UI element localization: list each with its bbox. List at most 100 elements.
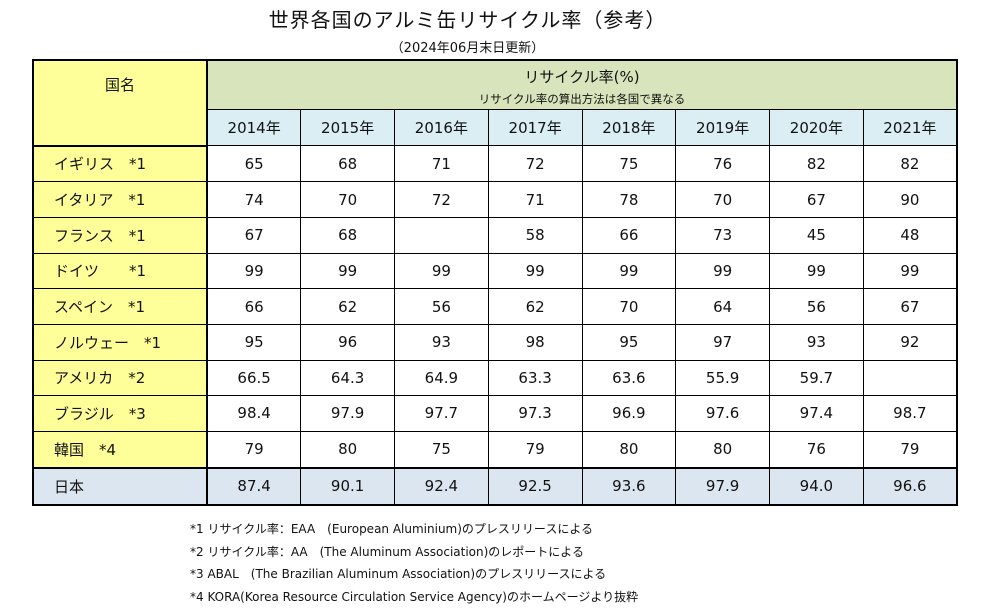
year-header-2021: 2021年 — [862, 109, 958, 146]
rate-value-cell: 97.9 — [300, 395, 395, 432]
rate-value-cell: 87.4 — [206, 466, 302, 507]
rate-value-cell: 95 — [581, 323, 677, 361]
rate-value-cell: 99 — [487, 252, 583, 290]
rate-value-cell: 74 — [206, 181, 302, 219]
rate-value-cell: 75 — [394, 430, 489, 469]
year-header-2020: 2020年 — [769, 109, 864, 146]
table-row: ドイツ *1 99 99 99 99 99 99 99 99 — [32, 252, 958, 290]
rate-value-cell: 99 — [769, 252, 864, 290]
rate-value-cell: 67 — [206, 217, 302, 254]
table-row: イタリア *1 74 70 72 71 78 70 67 90 — [32, 181, 958, 219]
rate-value-cell: 82 — [862, 144, 958, 183]
rate-value-cell: 78 — [581, 181, 677, 219]
rate-value-cell: 45 — [769, 217, 864, 254]
rate-value-cell: 68 — [300, 217, 395, 254]
rate-value-cell: 79 — [206, 430, 302, 469]
rate-value-cell: 93 — [394, 323, 489, 361]
rate-value-cell: 70 — [581, 288, 677, 325]
country-name: 日本 — [54, 477, 85, 496]
rate-value-cell: 93.6 — [581, 466, 677, 507]
footnote-1: *1 リサイクル率：EAA (European Aluminium)のプレスリリ… — [190, 522, 593, 536]
country-name: フランス *1 — [54, 226, 146, 245]
rate-value-cell: 99 — [862, 252, 958, 290]
rate-value-cell: 99 — [675, 252, 770, 290]
table-row: 日本 87.4 90.1 92.4 92.5 93.6 97.9 94.0 96.6 — [32, 466, 958, 507]
table-row: イギリス *1 65 68 71 72 75 76 82 82 — [32, 144, 958, 183]
rate-value-cell — [394, 217, 489, 254]
year-header-2016: 2016年 — [394, 109, 489, 146]
rate-value-cell: 67 — [769, 181, 864, 219]
rate-value-cell: 80 — [675, 430, 770, 469]
rate-value-cell: 64.9 — [394, 359, 489, 397]
country-name: ブラジル *3 — [54, 404, 146, 423]
rate-value-cell: 72 — [487, 144, 583, 183]
year-header-row: 2014年 2015年 2016年 2017年 2018年 2019年 2020… — [33, 109, 958, 146]
country-name-cell: 韓国 *4 — [32, 430, 208, 469]
rate-value-cell: 82 — [769, 144, 864, 183]
recycling-rate-header: リサイクル率(%) リサイクル率の算出方法は各国で異なる — [206, 59, 958, 110]
rate-value-cell: 71 — [487, 181, 583, 219]
rate-value-cell: 99 — [206, 252, 302, 290]
rate-value-cell: 63.3 — [487, 359, 583, 397]
year-header-2018: 2018年 — [581, 109, 677, 146]
rate-value-cell: 75 — [581, 144, 677, 183]
country-name-cell: 日本 — [32, 466, 208, 507]
footnote-2: *2 リサイクル率：AA (The Aluminum Association)の… — [190, 544, 584, 559]
rate-value-cell: 59.7 — [769, 359, 864, 397]
rate-value-cell: 66.5 — [206, 359, 302, 397]
rate-value-cell: 58 — [487, 217, 583, 254]
rate-value-cell: 90.1 — [300, 466, 395, 507]
rate-value-cell: 72 — [394, 181, 489, 219]
table-row: アメリカ *2 66.5 64.3 64.9 63.3 63.6 55.9 59.7 — [32, 359, 958, 397]
rate-value-cell: 55.9 — [675, 359, 770, 397]
rate-value-cell: 56 — [394, 288, 489, 325]
year-header-2015: 2015年 — [300, 109, 395, 146]
table-row: ノルウェー *1 95 96 93 98 95 97 93 92 — [32, 323, 958, 361]
rate-value-cell: 56 — [769, 288, 864, 325]
rate-value-cell: 66 — [206, 288, 302, 325]
rate-value-cell: 99 — [581, 252, 677, 290]
rate-value-cell: 70 — [300, 181, 395, 219]
rate-value-cell: 66 — [581, 217, 677, 254]
rate-value-cell: 92.5 — [487, 466, 583, 507]
rate-value-cell: 76 — [769, 430, 864, 469]
footnote-3: *3 ABAL (The Brazilian Aluminum Associat… — [190, 567, 607, 581]
rate-value-cell: 80 — [581, 430, 677, 469]
recycling-rate-table: 国名 リサイクル率(%) リサイクル率の算出方法は各国で異なる 2014年 20… — [32, 59, 958, 507]
country-name-cell: アメリカ *2 — [32, 359, 208, 397]
rate-value-cell: 96 — [300, 323, 395, 361]
country-name-cell: スペイン *1 — [32, 288, 208, 325]
country-name: イタリア *1 — [54, 191, 146, 210]
rate-value-cell: 92 — [862, 323, 958, 361]
rate-value-cell: 98 — [487, 323, 583, 361]
rate-value-cell: 79 — [862, 430, 958, 469]
footnote-4: *4 KORA(Korea Resource Circulation Servi… — [190, 589, 639, 604]
rate-value-cell: 97.4 — [769, 395, 864, 432]
country-name: イギリス *1 — [54, 155, 147, 174]
country-column-header: 国名 — [32, 59, 208, 147]
rate-value-cell: 90 — [862, 181, 958, 219]
rate-value-cell: 93 — [769, 323, 864, 361]
country-name-cell: ドイツ *1 — [32, 252, 208, 290]
rate-value-cell: 99 — [300, 252, 395, 290]
rate-value-cell: 95 — [206, 323, 302, 361]
year-header-2019: 2019年 — [675, 109, 770, 146]
country-name-cell: ブラジル *3 — [32, 395, 208, 432]
year-header-2014: 2014年 — [206, 109, 302, 146]
country-name-cell: イギリス *1 — [32, 144, 208, 183]
country-name-cell: イタリア *1 — [32, 181, 208, 219]
rate-value-cell: 94.0 — [769, 466, 864, 507]
rate-value-cell: 63.6 — [581, 359, 677, 397]
rate-value-cell: 67 — [862, 288, 958, 325]
rate-value-cell: 71 — [394, 144, 489, 183]
rate-value-cell: 65 — [206, 144, 302, 183]
country-name: ドイツ *1 — [54, 262, 147, 281]
rate-value-cell: 80 — [300, 430, 395, 469]
rate-value-cell: 92.4 — [394, 466, 489, 507]
country-name: アメリカ *2 — [54, 369, 146, 388]
country-name: 韓国 *4 — [54, 440, 117, 459]
update-date: （2024年06月末日更新） — [390, 41, 545, 56]
recycling-rate-title: リサイクル率(%) — [524, 68, 640, 86]
rate-value-cell: 98.4 — [206, 395, 302, 432]
country-name-cell: フランス *1 — [32, 217, 208, 254]
